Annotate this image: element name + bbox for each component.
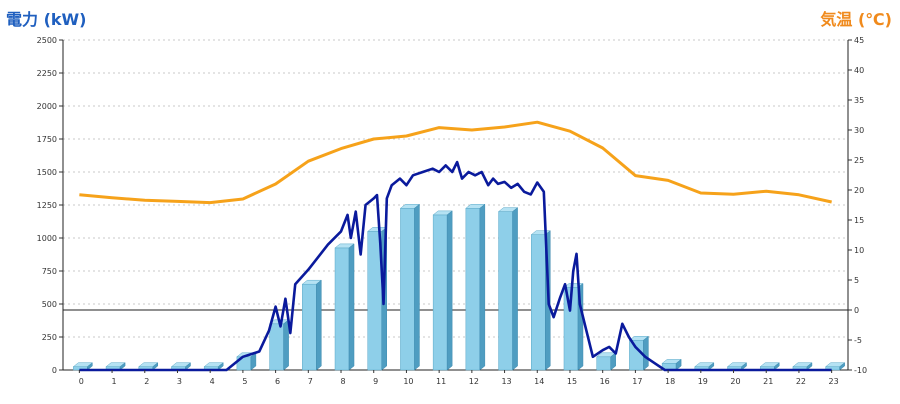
power-bar xyxy=(596,356,611,371)
x-tick-label: 16 xyxy=(600,377,610,386)
y-right-tick-label: 5 xyxy=(854,276,859,285)
y-right-tick-label: 45 xyxy=(854,36,864,45)
left-axis-title: 電力 (kW) xyxy=(6,10,87,29)
y-left-tick-label: 1000 xyxy=(37,234,57,243)
power-bar-side xyxy=(479,203,486,371)
power-bar-side xyxy=(446,210,453,371)
x-tick-label: 15 xyxy=(567,377,577,386)
y-right-tick-label: 25 xyxy=(854,156,864,165)
x-tick-label: 6 xyxy=(275,377,280,386)
x-tick-label: 3 xyxy=(177,377,182,386)
y-right-tick-label: 10 xyxy=(854,246,864,255)
x-tick-label: 1 xyxy=(112,377,117,386)
x-tick-label: 21 xyxy=(763,377,773,386)
y-left-tick-label: 2500 xyxy=(37,36,57,45)
x-tick-label: 0 xyxy=(79,377,84,386)
power-bar xyxy=(498,211,513,371)
power-bar-side xyxy=(414,203,420,371)
power-bar-side xyxy=(283,319,289,371)
y-left-tick-label: 0 xyxy=(52,366,57,375)
y-left-tick-label: 2000 xyxy=(37,102,57,111)
x-tick-label: 4 xyxy=(210,377,215,386)
power-bar xyxy=(629,340,644,371)
x-tick-label: 10 xyxy=(403,377,413,386)
x-tick-label: 17 xyxy=(632,377,642,386)
y-right-tick-label: 35 xyxy=(854,96,864,105)
power-bar xyxy=(334,247,350,371)
x-tick-label: 23 xyxy=(829,377,839,386)
y-left-tick-label: 500 xyxy=(42,300,57,309)
power-line xyxy=(79,160,832,372)
x-tick-label: 19 xyxy=(698,377,708,386)
power-bar xyxy=(269,323,284,371)
x-tick-label: 11 xyxy=(436,377,446,386)
y-right-tick-label: 40 xyxy=(854,66,864,75)
power-bar xyxy=(432,214,448,371)
x-tick-label: 14 xyxy=(534,377,544,386)
x-tick-label: 12 xyxy=(469,377,479,386)
y-right-tick-label: -10 xyxy=(854,366,867,375)
y-left-tick-label: 250 xyxy=(42,333,57,342)
power-bar xyxy=(531,234,546,371)
y-right-tick-label: 15 xyxy=(854,216,864,225)
power-bar xyxy=(465,208,481,371)
power-bar-side xyxy=(643,335,649,371)
y-right-tick-label: -5 xyxy=(854,336,862,345)
right-axis-title: 気温 (℃) xyxy=(820,10,892,29)
y-right-tick-label: 0 xyxy=(854,306,859,315)
power-bar xyxy=(400,208,415,371)
y-left-tick-label: 1500 xyxy=(37,168,57,177)
x-tick-label: 8 xyxy=(340,377,345,386)
x-tick-label: 2 xyxy=(144,377,149,386)
x-tick-label: 13 xyxy=(501,377,511,386)
power-bar-side xyxy=(348,243,355,371)
y-left-tick-label: 2250 xyxy=(37,69,57,78)
x-tick-label: 20 xyxy=(730,377,740,386)
x-tick-label: 5 xyxy=(242,377,247,386)
power-bar-side xyxy=(512,207,518,371)
power-bar-side xyxy=(610,352,616,371)
y-left-tick-label: 1750 xyxy=(37,135,57,144)
x-tick-label: 7 xyxy=(308,377,313,386)
x-tick-label: 18 xyxy=(665,377,675,386)
x-tick-label: 9 xyxy=(373,377,378,386)
y-left-tick-label: 750 xyxy=(42,267,57,276)
power-bar-side xyxy=(675,358,682,371)
x-tick-label: 22 xyxy=(796,377,806,386)
power-bar-side xyxy=(839,362,845,371)
power-bar-side xyxy=(316,279,322,371)
y-left-tick-label: 1250 xyxy=(37,201,57,210)
y-right-tick-label: 20 xyxy=(854,186,864,195)
temperature-line xyxy=(79,120,832,205)
y-right-tick-label: 30 xyxy=(854,126,864,135)
power-bar xyxy=(302,283,317,371)
